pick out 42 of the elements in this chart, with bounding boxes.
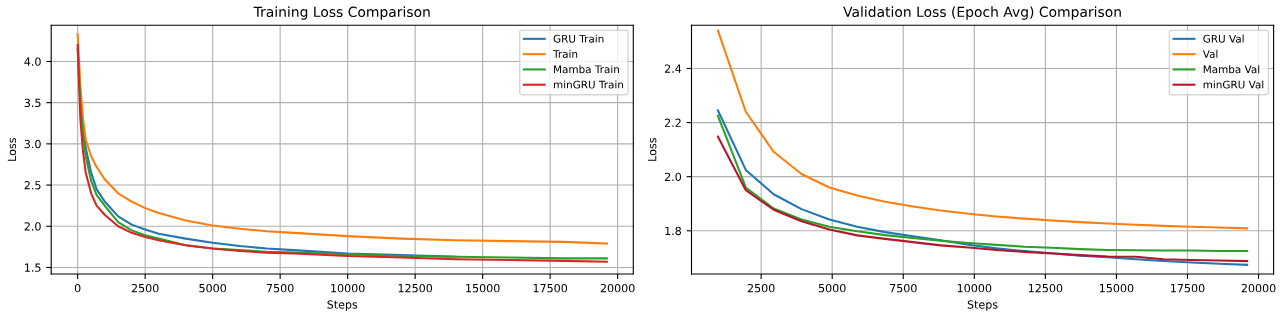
y-tick-label: 2.0 bbox=[24, 222, 41, 231]
x-tick-label: 2500 bbox=[131, 283, 159, 293]
x-tick-label: 12500 bbox=[398, 283, 433, 293]
x-tick-label: 20000 bbox=[1241, 283, 1276, 293]
y-tick-label: 3.5 bbox=[24, 98, 41, 108]
x-axis-title: Steps bbox=[967, 300, 998, 311]
legend-label: minGRU Val bbox=[1203, 80, 1264, 89]
legend-label: minGRU Train bbox=[553, 80, 624, 89]
y-tick-label: 2.5 bbox=[24, 181, 41, 190]
y-tick-label: 1.8 bbox=[665, 226, 682, 236]
x-tick-label: 12500 bbox=[1028, 283, 1063, 293]
chart-title: Training Loss Comparison bbox=[253, 6, 430, 20]
y-tick-label: 4.0 bbox=[24, 57, 41, 66]
x-tick-label: 17500 bbox=[533, 283, 568, 293]
x-tick-label: 10000 bbox=[957, 283, 992, 293]
x-tick-label: 15000 bbox=[1099, 283, 1134, 293]
legend-label: GRU Train bbox=[553, 34, 604, 43]
y-tick-label: 2.0 bbox=[664, 172, 682, 182]
y-tick-label: 2.2 bbox=[664, 118, 681, 127]
y-axis-title: Loss bbox=[648, 137, 657, 161]
x-axis-title: Steps bbox=[327, 300, 358, 311]
x-tick-label: 0 bbox=[74, 283, 81, 293]
x-tick-label: 5000 bbox=[199, 283, 227, 293]
x-tick-label: 15000 bbox=[466, 283, 500, 293]
x-tick-label: 10000 bbox=[331, 283, 365, 293]
legend-label: Train bbox=[553, 49, 578, 58]
x-tick-label: 7500 bbox=[266, 283, 294, 293]
legend-label: GRU Val bbox=[1203, 34, 1244, 43]
y-axis-title: Loss bbox=[7, 137, 17, 161]
line-series bbox=[716, 135, 1249, 263]
y-tick-label: 1.5 bbox=[25, 263, 41, 272]
chart-title: Validation Loss (Epoch Avg) Comparison bbox=[843, 6, 1121, 20]
legend-label: Val bbox=[1202, 49, 1218, 58]
x-tick-label: 17500 bbox=[1171, 283, 1205, 293]
legend-label: Mamba Train bbox=[554, 65, 619, 74]
y-tick-label: 2.4 bbox=[664, 64, 682, 73]
x-tick-label: 2500 bbox=[747, 283, 775, 293]
x-tick-label: 7500 bbox=[890, 283, 917, 293]
x-tick-label: 5000 bbox=[818, 283, 846, 293]
x-tick-label: 20000 bbox=[600, 283, 635, 293]
legend-label: Mamba Val bbox=[1203, 65, 1260, 74]
y-tick-label: 3.0 bbox=[24, 139, 41, 149]
